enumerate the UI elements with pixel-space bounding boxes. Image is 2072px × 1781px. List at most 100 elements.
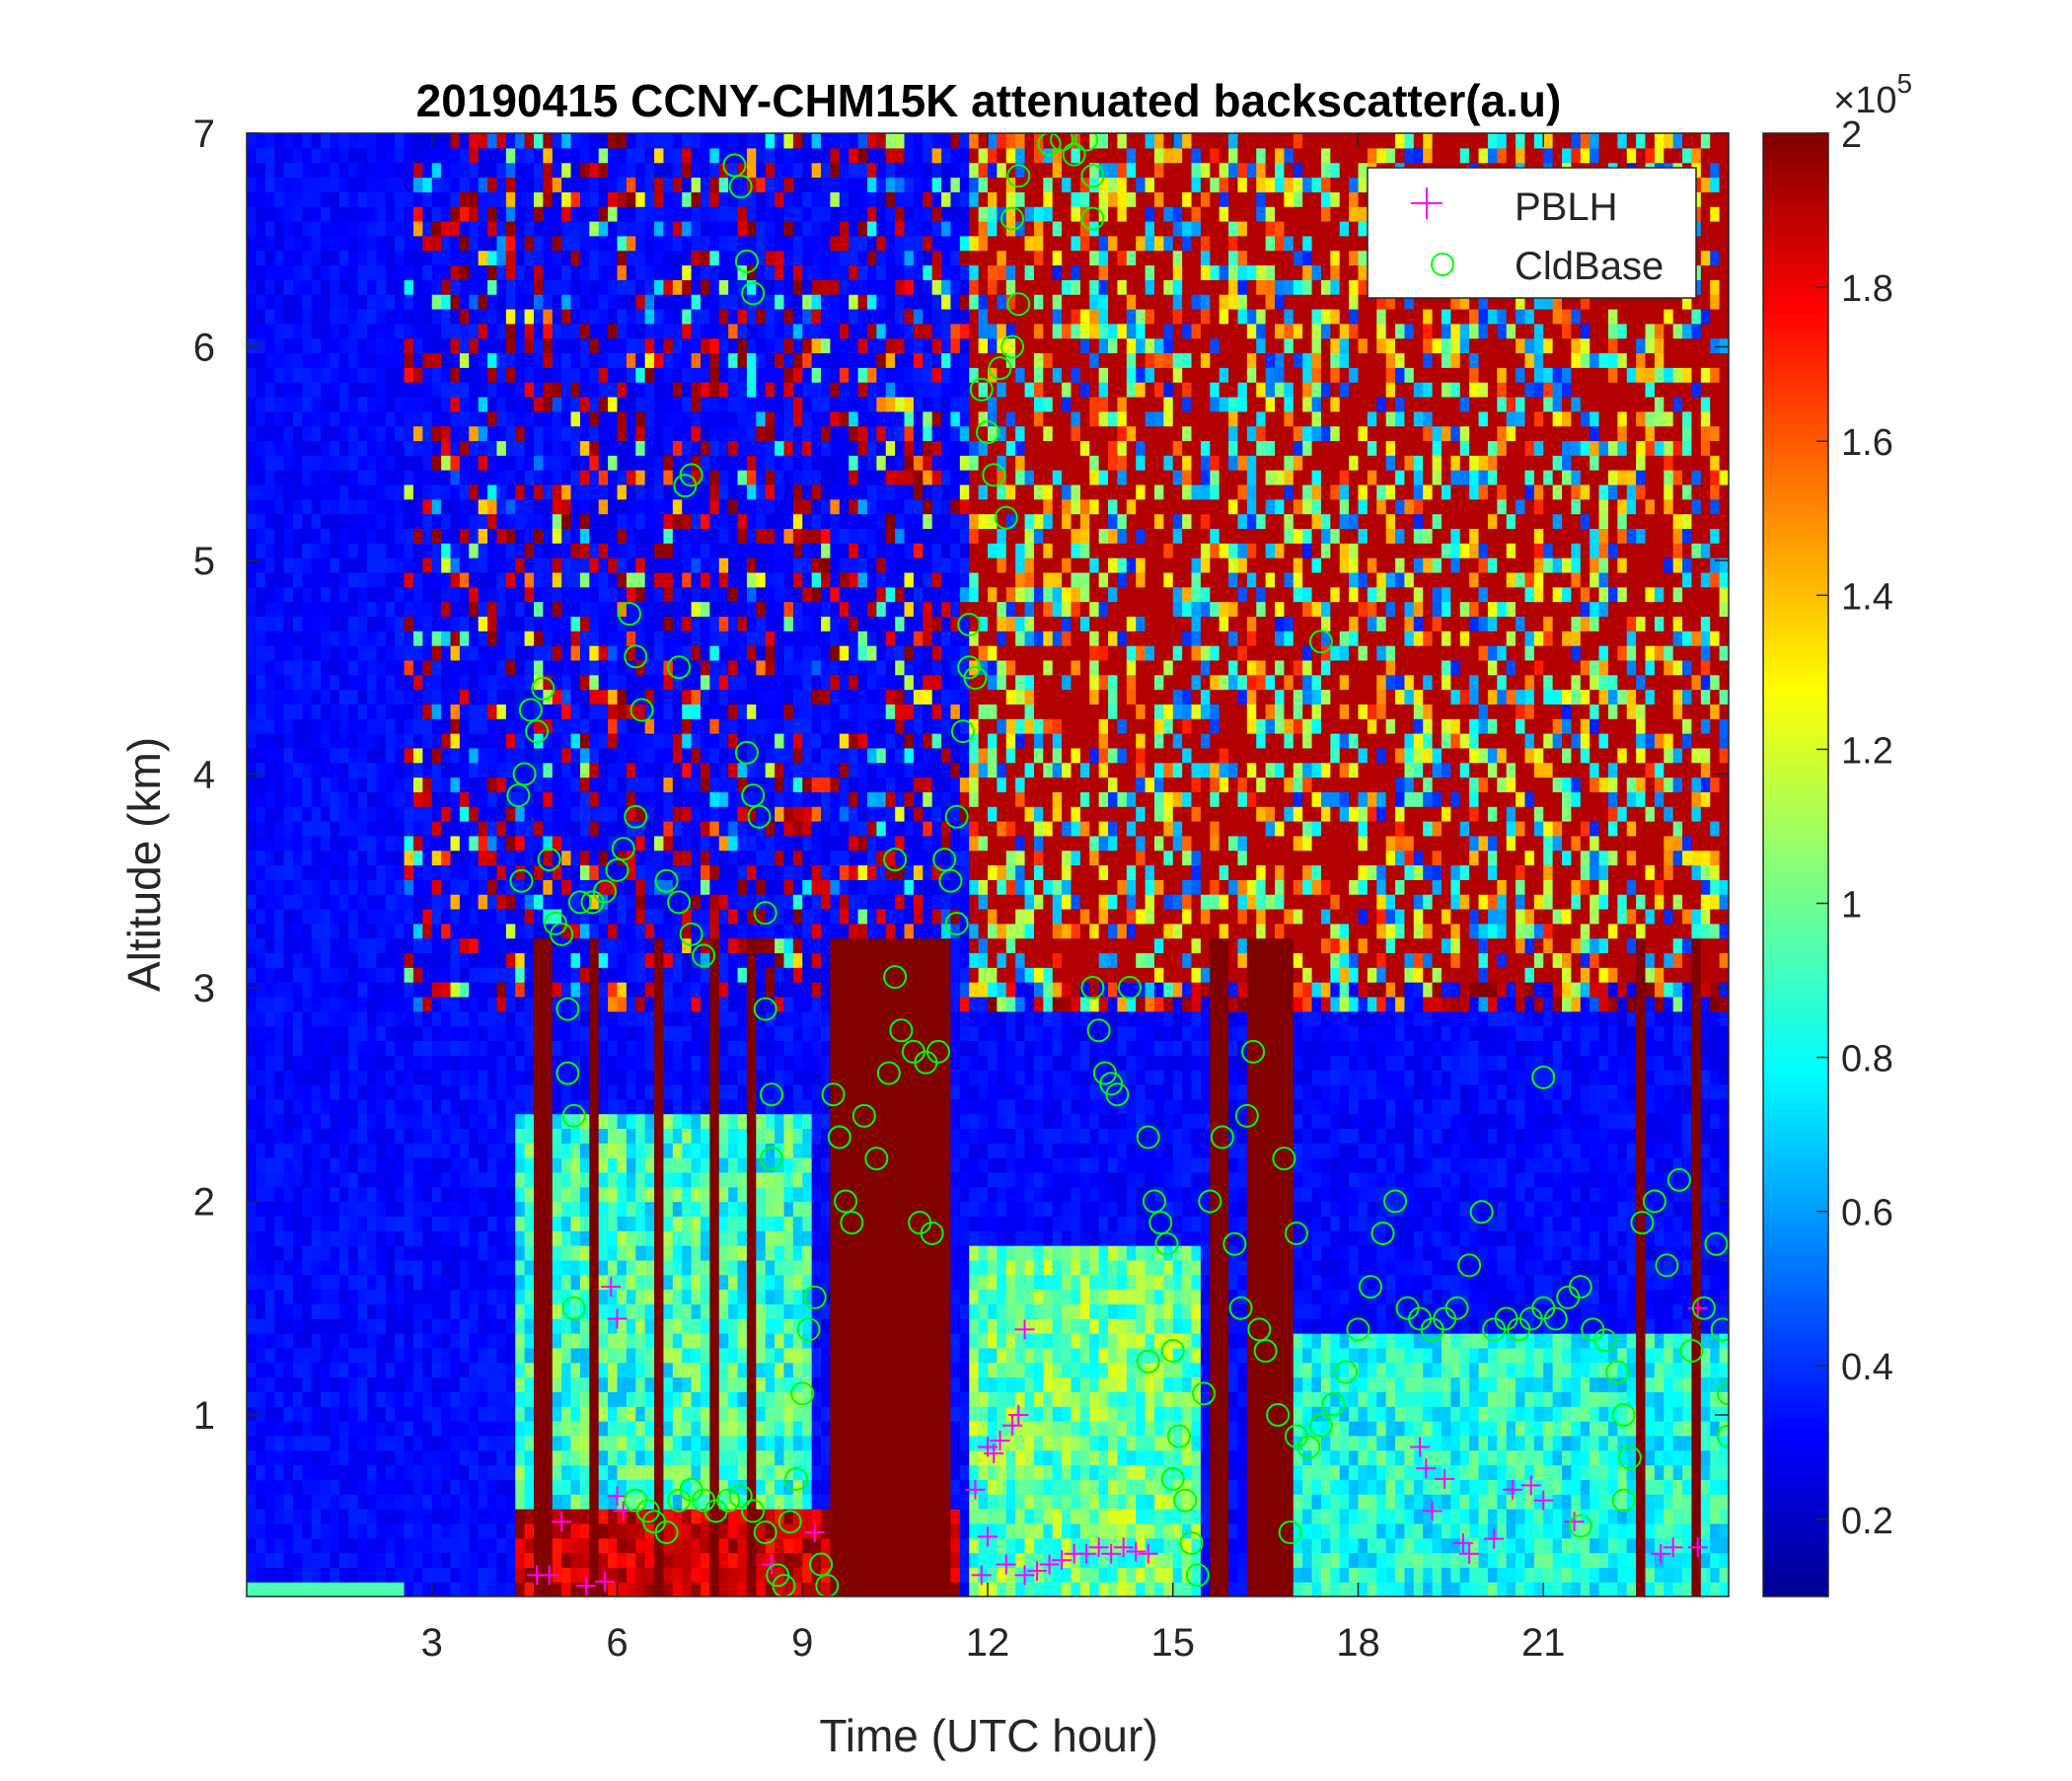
heat-cell <box>302 689 313 705</box>
heat-cell <box>321 264 332 280</box>
heat-cell <box>663 1128 674 1144</box>
heat-cell <box>274 1376 285 1392</box>
heat-cell <box>469 177 480 192</box>
heat-cell <box>654 1421 665 1437</box>
heat-cell <box>608 718 619 734</box>
heat-cell <box>487 1567 498 1583</box>
heat-cell <box>543 470 554 485</box>
heat-cell <box>385 571 396 588</box>
heat-cell <box>626 1010 636 1027</box>
heat-cell <box>534 367 544 383</box>
heat-cell <box>608 1055 619 1071</box>
heat-cell <box>700 1245 710 1261</box>
heat-cell <box>338 1406 349 1422</box>
heat-cell <box>691 147 702 164</box>
heat-cell <box>626 1230 636 1246</box>
heat-cell <box>348 1025 359 1042</box>
heat-cell <box>644 1040 655 1056</box>
heat-cell <box>524 1449 535 1466</box>
heat-cell <box>524 367 535 383</box>
heat-cell <box>302 1494 313 1510</box>
heat-cell <box>422 631 433 646</box>
heat-cell <box>478 1186 488 1203</box>
heat-cell <box>283 294 294 310</box>
heat-cell <box>598 982 609 998</box>
heat-cell <box>450 1449 461 1466</box>
heat-cell <box>700 279 710 295</box>
heat-cell <box>496 967 507 983</box>
heat-cell <box>247 1245 257 1261</box>
heat-cell <box>543 762 554 779</box>
heat-cell <box>441 747 452 764</box>
heat-cell <box>431 513 442 530</box>
heat-cell <box>487 1201 498 1218</box>
heat-cell <box>431 923 442 939</box>
heat-cell <box>412 133 423 149</box>
heat-cell <box>478 1010 488 1027</box>
heat-cell <box>478 1201 488 1218</box>
heat-cell <box>338 1362 349 1378</box>
heat-cell <box>617 279 628 295</box>
heat-cell <box>264 1070 275 1085</box>
heat-cell <box>376 1333 387 1349</box>
heat-cell <box>274 513 285 530</box>
heat-cell <box>283 982 294 998</box>
heat-cell <box>330 455 340 471</box>
heat-cell <box>589 952 600 968</box>
heat-cell <box>412 1303 423 1319</box>
heat-cell <box>376 631 387 646</box>
heat-cell <box>357 1010 368 1027</box>
heat-cell <box>570 835 581 852</box>
heat-cell <box>598 1040 609 1056</box>
heat-cell <box>256 982 266 998</box>
heat-cell <box>441 821 452 837</box>
heat-cell <box>395 982 406 998</box>
heat-cell <box>302 864 313 880</box>
heat-cell <box>534 835 544 852</box>
heat-cell <box>431 557 442 573</box>
heat-cell <box>644 1055 655 1071</box>
heat-cell <box>431 1113 442 1130</box>
heat-cell <box>431 191 442 207</box>
heat-cell <box>283 762 294 779</box>
heat-cell <box>496 659 507 676</box>
heat-cell <box>283 645 294 661</box>
heat-cell <box>478 455 488 471</box>
heat-cell <box>598 777 609 792</box>
heat-cell <box>376 616 387 631</box>
heat-cell <box>524 264 535 280</box>
heat-cell <box>561 894 572 910</box>
heat-cell <box>357 631 368 646</box>
heat-cell <box>598 586 609 603</box>
heat-cell <box>292 294 303 310</box>
heat-cell <box>672 1435 683 1451</box>
heat-cell <box>598 1201 609 1218</box>
heat-cell <box>459 996 470 1012</box>
heat-cell <box>654 1479 665 1495</box>
heat-cell <box>338 1083 349 1100</box>
heat-cell <box>524 1333 535 1349</box>
heat-cell <box>311 483 322 500</box>
heat-cell <box>302 1435 313 1451</box>
heat-cell <box>524 1070 535 1085</box>
heat-cell <box>515 937 526 954</box>
heat-cell <box>505 996 516 1012</box>
heat-cell <box>348 879 359 895</box>
heat-cell <box>589 162 600 179</box>
heat-cell <box>487 601 498 617</box>
heat-cell <box>543 982 554 998</box>
heat-cell <box>292 1245 303 1261</box>
heat-cell <box>561 410 572 427</box>
heat-cell <box>395 718 406 734</box>
heat-cell <box>682 220 693 237</box>
heat-cell <box>469 1230 480 1246</box>
heat-cell <box>691 308 702 325</box>
heat-cell <box>330 835 340 852</box>
heat-cell <box>579 616 590 631</box>
heat-cell <box>311 908 322 925</box>
heat-cell <box>478 1522 488 1539</box>
heat-cell <box>691 396 702 412</box>
heat-cell <box>431 1537 442 1554</box>
heat-cell <box>292 396 303 412</box>
heat-cell <box>283 177 294 192</box>
